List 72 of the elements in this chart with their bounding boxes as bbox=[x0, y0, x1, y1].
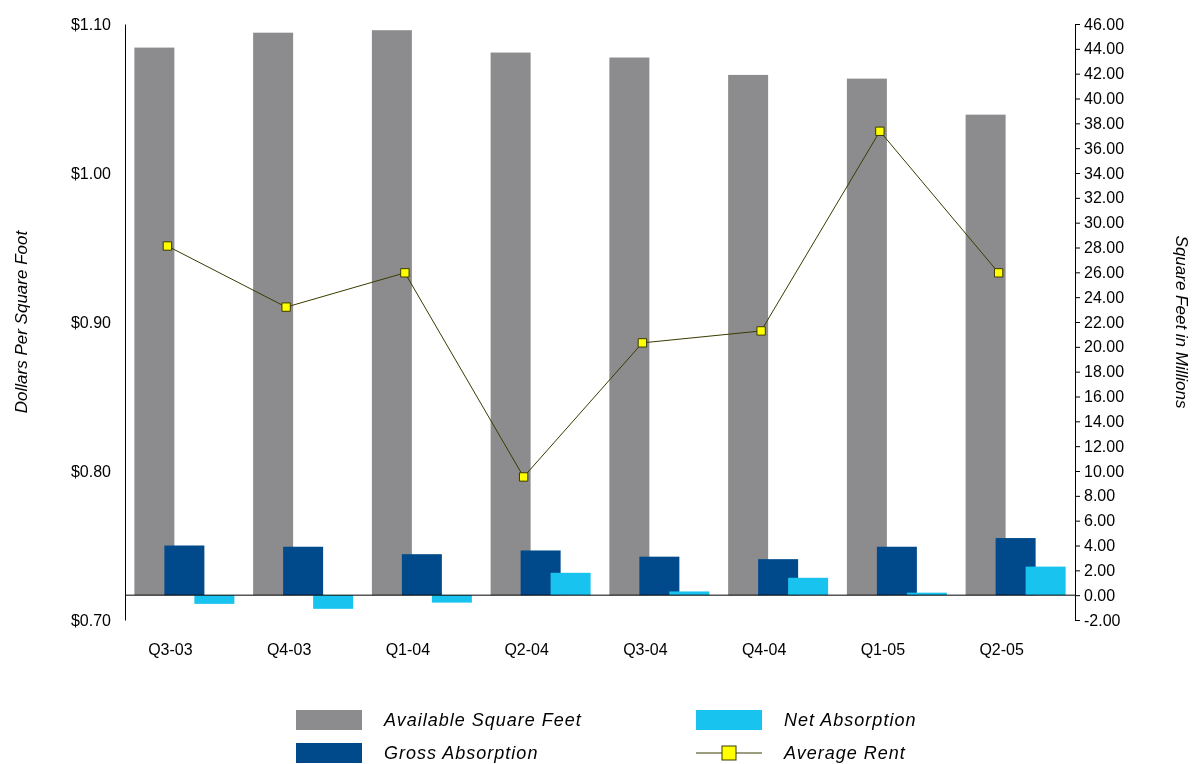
x-tick-label: Q4-03 bbox=[266, 641, 312, 658]
bar bbox=[490, 52, 531, 596]
y2-tick-label: 32.00 bbox=[1084, 189, 1125, 207]
x-tick-label: Q1-04 bbox=[385, 641, 431, 658]
point bbox=[875, 126, 885, 136]
bar bbox=[550, 572, 591, 596]
point bbox=[756, 326, 766, 336]
legend-label: Average Rent bbox=[783, 743, 906, 763]
y-tick-label: $1.10 bbox=[70, 15, 112, 33]
bar bbox=[401, 554, 442, 596]
x-tick-label: Q1-05 bbox=[860, 641, 906, 658]
bar bbox=[194, 595, 235, 604]
y2-tick-label: 0.00 bbox=[1084, 586, 1116, 604]
point bbox=[281, 302, 291, 312]
bar bbox=[431, 595, 472, 603]
y2-tick-label: 2.00 bbox=[1084, 561, 1116, 579]
y2-tick-label: 38.00 bbox=[1084, 114, 1125, 132]
point bbox=[162, 241, 173, 251]
y2-tick-label: 16.00 bbox=[1084, 388, 1125, 406]
y2-tick-label: 20.00 bbox=[1084, 338, 1125, 356]
legend-label: Gross Absorption bbox=[384, 743, 539, 763]
y2-tick-label: 12.00 bbox=[1084, 437, 1125, 455]
point bbox=[518, 472, 529, 482]
y2-tick-label: 26.00 bbox=[1084, 263, 1125, 281]
y-tick-label: $0.90 bbox=[70, 313, 112, 331]
y2-tick-label: 28.00 bbox=[1084, 239, 1125, 257]
bar bbox=[788, 577, 829, 596]
bar bbox=[283, 546, 324, 596]
bar bbox=[371, 30, 412, 596]
bar bbox=[164, 545, 205, 596]
bar bbox=[965, 114, 1006, 596]
x-tick-label: Q3-03 bbox=[148, 641, 193, 658]
point bbox=[400, 268, 410, 278]
y-tick-label: $0.80 bbox=[70, 462, 112, 480]
y2-tick-label: 36.00 bbox=[1084, 139, 1125, 157]
bar bbox=[1025, 566, 1066, 596]
bar bbox=[639, 556, 680, 596]
y2-tick-label: 30.00 bbox=[1084, 214, 1125, 232]
legend-label: Available Square Feet bbox=[383, 710, 582, 730]
y2-tick-label: 8.00 bbox=[1084, 487, 1116, 505]
bar bbox=[728, 74, 769, 596]
y2-tick-label: 46.00 bbox=[1084, 15, 1125, 33]
y-tick-label: $1.00 bbox=[70, 164, 112, 182]
legend-label: Net Absorption bbox=[784, 710, 917, 730]
point bbox=[993, 268, 1004, 278]
y2-tick-label: 24.00 bbox=[1084, 288, 1125, 306]
y2-tick-label: 6.00 bbox=[1084, 512, 1116, 530]
y2-tick-label: 10.00 bbox=[1084, 462, 1125, 480]
y2-tick-label: 44.00 bbox=[1084, 40, 1125, 58]
y2-tick-label: 42.00 bbox=[1084, 65, 1125, 83]
bar bbox=[846, 78, 887, 596]
x-tick-label: Q4-04 bbox=[741, 641, 787, 658]
y2-tick-label: 4.00 bbox=[1084, 537, 1116, 555]
bar bbox=[313, 595, 354, 609]
x-tick-label: Q3-04 bbox=[623, 641, 668, 658]
y-tick-label: $0.70 bbox=[70, 611, 112, 629]
y2-tick-label: 40.00 bbox=[1084, 90, 1125, 108]
y2-axis-title: Square Feet in Millions bbox=[1172, 235, 1191, 409]
bar bbox=[134, 47, 175, 596]
y2-tick-label: -2.00 bbox=[1084, 611, 1121, 629]
y2-tick-label: 34.00 bbox=[1084, 164, 1125, 182]
y2-tick-label: 22.00 bbox=[1084, 313, 1125, 331]
y2-tick-label: 14.00 bbox=[1084, 412, 1125, 430]
x-tick-label: Q2-05 bbox=[979, 641, 1024, 658]
y-axis-title: Dollars Per Square Foot bbox=[12, 229, 31, 414]
bar bbox=[876, 546, 917, 596]
point bbox=[637, 338, 648, 348]
y2-tick-label: 18.00 bbox=[1084, 363, 1125, 381]
bar bbox=[253, 32, 294, 596]
bar bbox=[609, 57, 650, 596]
x-tick-label: Q2-04 bbox=[504, 641, 549, 658]
bar bbox=[669, 591, 710, 596]
